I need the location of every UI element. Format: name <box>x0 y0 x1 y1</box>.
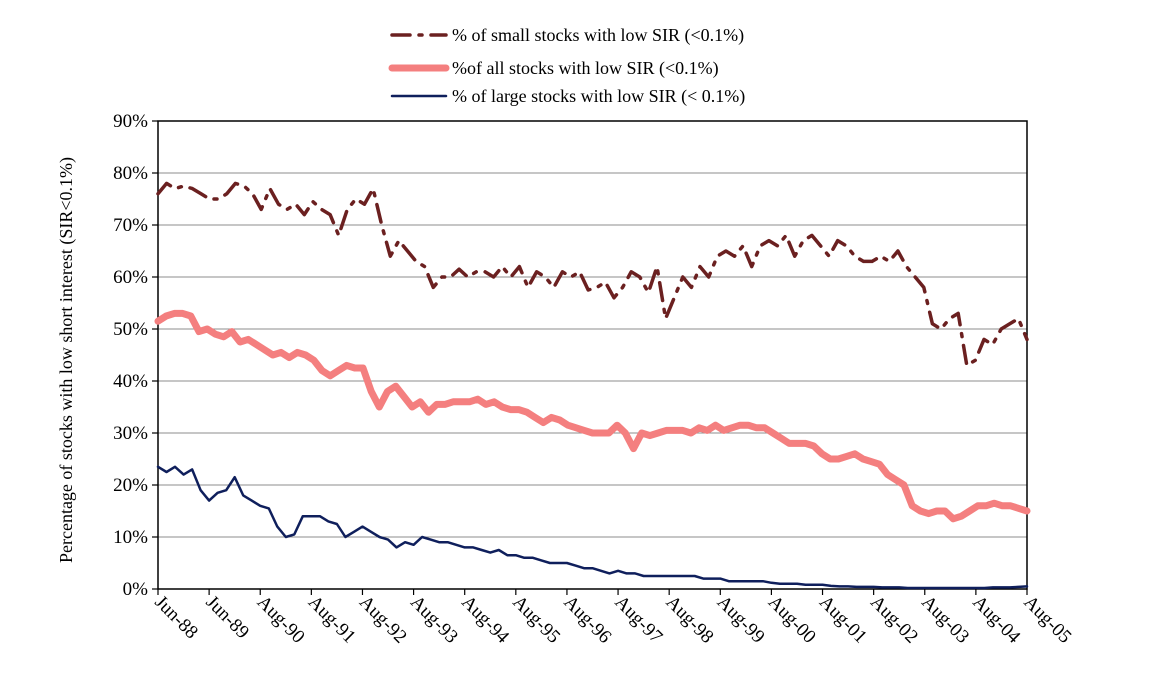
x-tick-label: Aug-90 <box>253 592 309 648</box>
x-tick-label: Jun-89 <box>202 592 253 643</box>
x-axis-ticks: Jun-88 Jun-89 Aug-90Aug-91Aug-92Aug-93Aug-… <box>150 589 1075 648</box>
x-tick-label: Aug-93 <box>406 592 462 648</box>
y-tick-label: 80% <box>113 163 148 184</box>
x-tick-label: Aug-04 <box>968 592 1024 648</box>
y-tick-label: 40% <box>113 371 148 392</box>
legend-label-2: %of all stocks with low SIR (<0.1%) <box>452 58 719 79</box>
legend-label-1: % of small stocks with low SIR (<0.1%) <box>452 25 744 46</box>
y-tick-label: 90% <box>113 111 148 132</box>
x-tick-label: Aug-02 <box>866 592 922 648</box>
y-axis-title: Percentage of stocks with low short inte… <box>56 157 77 563</box>
series-line-2 <box>154 309 1031 523</box>
y-tick-label: 50% <box>113 319 148 340</box>
y-tick-label: 10% <box>113 527 148 548</box>
x-tick-label: Jun-88 <box>150 592 201 643</box>
y-tick-label: 30% <box>113 423 148 444</box>
series-line-3 <box>156 465 1029 590</box>
x-tick-label: Aug-92 <box>355 592 411 648</box>
x-tick-label: Aug-05 <box>1019 592 1075 648</box>
y-tick-label: 60% <box>113 267 148 288</box>
x-tick-label: Aug-03 <box>917 592 973 648</box>
x-tick-label: Aug-91 <box>304 592 360 648</box>
plot-area-frame <box>157 120 1028 590</box>
series-layer <box>154 181 1031 590</box>
x-tick-label: Aug-95 <box>508 592 564 648</box>
x-tick-label: Aug-94 <box>457 592 513 648</box>
y-tick-label: 20% <box>113 475 148 496</box>
y-axis-ticks: 0% 10% 20% 30% 40% 50% 60% 70% 80% 90% <box>113 111 158 600</box>
x-tick-label: Aug-99 <box>713 592 769 648</box>
legend-label-3: % of large stocks with low SIR (< 0.1%) <box>452 86 745 107</box>
x-tick-label: Aug-96 <box>559 592 615 648</box>
x-tick-label: Aug-97 <box>611 592 667 648</box>
series-line-1 <box>156 181 1029 368</box>
y-tick-label: 70% <box>113 215 148 236</box>
x-tick-label: Aug-00 <box>764 592 820 648</box>
legend: % of small stocks with low SIR (<0.1%) %o… <box>388 25 745 107</box>
y-tick-label: 0% <box>123 579 149 600</box>
x-tick-label: Aug-01 <box>815 592 871 648</box>
x-tick-label: Aug-98 <box>662 592 718 648</box>
